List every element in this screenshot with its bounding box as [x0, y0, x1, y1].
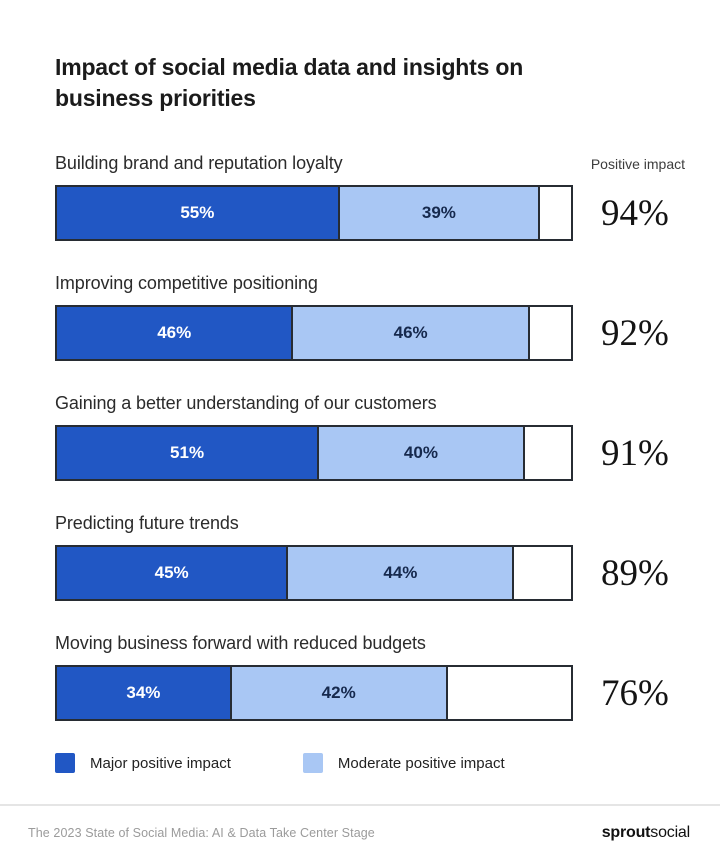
source-citation: The 2023 State of Social Media: AI & Dat… — [28, 826, 375, 840]
logo-text-social: social — [650, 824, 690, 841]
positive-impact-column-header: Positive impact — [590, 156, 685, 173]
category-label: Improving competitive positioning — [55, 273, 318, 294]
category-label: Predicting future trends — [55, 513, 239, 534]
moderate-impact-segment: 40% — [319, 427, 525, 480]
moderate-impact-segment: 39% — [339, 187, 541, 240]
legend-item-moderate: Moderate positive impact — [302, 753, 505, 774]
category-label: Gaining a better understanding of our cu… — [55, 393, 437, 414]
legend-label: Major positive impact — [90, 754, 231, 772]
chart-row: Gaining a better understanding of our cu… — [55, 393, 685, 482]
major-impact-swatch — [55, 753, 75, 774]
footer: The 2023 State of Social Media: AI & Dat… — [0, 804, 720, 866]
category-label: Moving business forward with reduced bud… — [55, 633, 426, 654]
total-positive-impact-value: 91% — [601, 432, 669, 474]
total-positive-impact-value: 92% — [601, 312, 669, 354]
logo-text-sprout: sprout — [601, 824, 651, 841]
major-impact-segment: 34% — [57, 667, 232, 720]
stacked-bar: 55% 39% — [55, 185, 573, 242]
chart-row: Moving business forward with reduced bud… — [55, 633, 685, 722]
major-impact-segment: 45% — [57, 547, 289, 600]
major-impact-segment: 46% — [57, 307, 294, 360]
moderate-impact-segment: 42% — [231, 667, 448, 720]
moderate-impact-segment: 46% — [293, 307, 530, 360]
legend-item-major: Major positive impact — [55, 753, 231, 774]
remainder-segment — [540, 187, 571, 240]
moderate-impact-segment: 44% — [288, 547, 515, 600]
total-positive-impact-value: 76% — [601, 672, 669, 714]
moderate-impact-swatch — [302, 753, 323, 774]
category-label: Building brand and reputation loyalty — [55, 153, 343, 174]
stacked-bar: 34% 42% — [55, 665, 573, 722]
major-impact-segment: 55% — [57, 187, 340, 240]
chart-legend: Major positive impact Moderate positive … — [55, 753, 685, 774]
remainder-segment — [447, 667, 571, 720]
stacked-bar: 45% 44% — [55, 545, 573, 602]
sprout-social-logo: sproutsocial — [602, 824, 690, 842]
remainder-segment — [524, 427, 571, 480]
total-positive-impact-value: 94% — [601, 192, 669, 234]
remainder-segment — [529, 307, 571, 360]
stacked-bar: 46% 46% — [55, 305, 573, 362]
stacked-bar: 51% 40% — [55, 425, 573, 482]
page-title: Impact of social media data and insights… — [55, 54, 524, 111]
stacked-bar-chart: Building brand and reputation loyalty Po… — [55, 153, 685, 774]
total-positive-impact-value: 89% — [601, 552, 669, 594]
legend-label: Moderate positive impact — [337, 754, 505, 772]
chart-row: Improving competitive positioning 46% 46… — [55, 273, 685, 362]
major-impact-segment: 51% — [57, 427, 320, 480]
chart-row: Building brand and reputation loyalty Po… — [55, 153, 685, 242]
remainder-segment — [514, 547, 571, 600]
infographic: Impact of social media data and insights… — [55, 54, 685, 774]
chart-row: Predicting future trends 45% 44% 89% — [55, 513, 685, 602]
